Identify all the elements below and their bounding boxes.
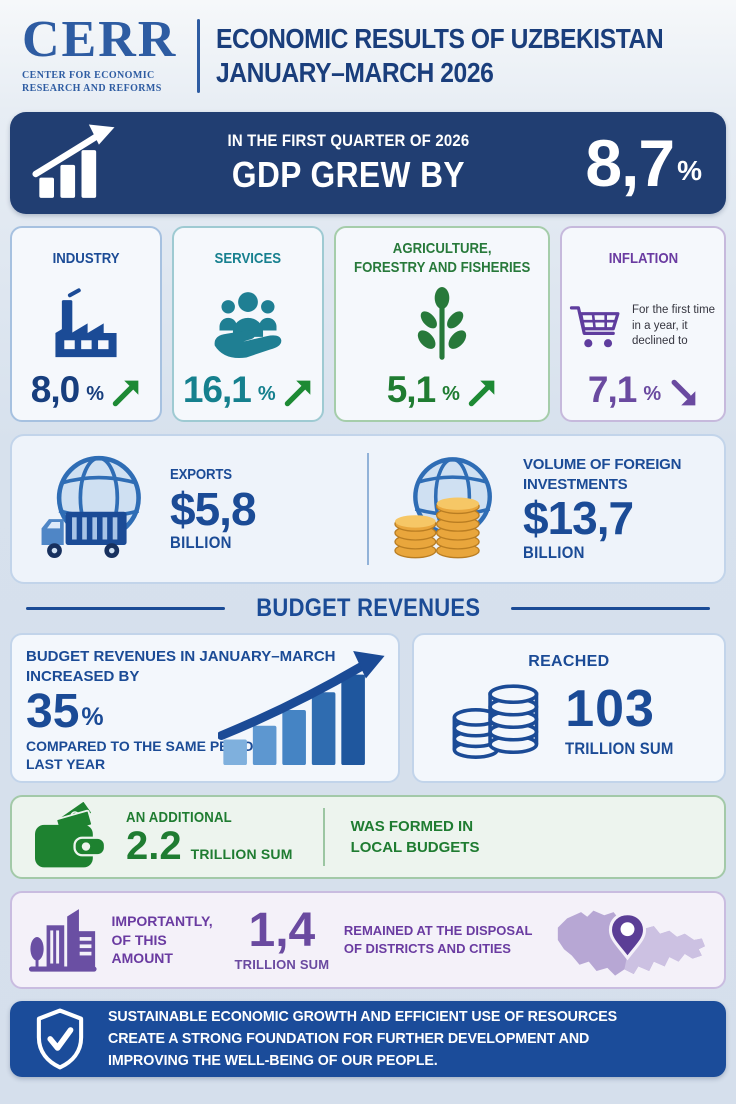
growth-bar-chart-icon [32,124,115,198]
budget-cards-row: BUDGET REVENUES IN JANUARY–MARCH INCREAS… [10,633,726,783]
gdp-banner: IN THE FIRST QUARTER OF 2026 GDP GREW BY… [10,112,726,214]
local-intro: IMPORTANTLY, OF THIS AMOUNT [111,912,213,967]
globe-truck-icon [41,455,141,558]
cerr-logo: CERR CENTER FOR ECONOMIC RESEARCH AND RE… [22,11,178,95]
reached-value: 103 [565,680,655,738]
uzbekistan-map-pin-icon [558,910,706,976]
exports-block: EXPORTS $5,8 BILLION [26,454,359,564]
local-budget-row: IMPORTANTLY, OF THIS AMOUNT 1,4 TRILLION… [10,891,726,989]
globe-coins-icon [394,457,492,559]
trend-up-icon [284,380,311,407]
reached-label: REACHED [528,653,610,670]
trade-divider [367,453,369,565]
footer-banner: SUSTAINABLE ECONOMIC GROWTH AND EFFICIEN… [10,1001,726,1077]
budget-increase-card: BUDGET REVENUES IN JANUARY–MARCH INCREAS… [10,633,400,783]
shield-check-icon [36,1008,84,1070]
page-title: ECONOMIC RESULTS OF UZBEKISTAN JANUARY–M… [215,22,664,88]
shopping-cart-icon [569,305,620,347]
exports-value: $5,8 [170,482,257,535]
local-suffix: REMAINED AT THE DISPOSAL OF DISTRICTS AN… [343,923,533,956]
budget-reached-card: REACHED [411,633,726,783]
logo-subtitle: CENTER FOR ECONOMIC RESEARCH AND REFORMS [22,69,162,94]
local-value: 1,4 [248,904,316,958]
trend-up-icon [112,380,139,407]
gdp-value: 8,7 % [585,125,702,200]
header-divider [197,19,200,93]
industry-card: INDUSTRY 8,0 % [10,226,162,422]
people-in-hand-icon [214,291,282,358]
investments-value: $13,7 [523,492,634,545]
inflation-note: For the first time in a year, it decline… [632,304,716,348]
agriculture-card: AGRICULTURE, FORESTRY AND FISHERIES 5,1 … [333,226,550,422]
sector-cards-row: INDUSTRY 8,0 % [10,226,726,422]
gdp-text: IN THE FIRST QUARTER OF 2026 GDP GREW BY [227,130,470,195]
additional-budget-row: AN ADDITIONAL 2.2 TRILLION SUM WAS FORME… [10,795,726,879]
budget-section-heading: BUDGET REVENUES [26,594,711,623]
investments-label: VOLUME OF FOREIGN INVESTMENTS [523,456,682,493]
coin-stacks-outline-icon [452,684,539,759]
rising-bars-arrow-icon [217,651,385,766]
header: CERR CENTER FOR ECONOMIC RESEARCH AND RE… [0,0,736,108]
plant-icon [417,286,467,360]
increase-suffix: COMPARED TO THE SAME PERIOD LAST YEAR [26,737,264,772]
factory-icon [55,287,117,357]
services-card: SERVICES 16,1 % [171,226,324,422]
trend-up-icon [468,380,495,407]
logo-acronym: CERR [22,11,178,69]
trend-down-icon [671,379,696,406]
additional-suffix: WAS FORMED IN LOCAL BUDGETS [350,818,480,856]
trade-panel: EXPORTS $5,8 BILLION [10,434,726,584]
increase-intro: BUDGET REVENUES IN JANUARY–MARCH INCREAS… [26,648,336,685]
footer-text: SUSTAINABLE ECONOMIC GROWTH AND EFFICIEN… [108,1008,618,1069]
inflation-card: INFLATION For the first time in a year, … [560,226,726,422]
city-buildings-icon [28,909,97,972]
investments-block: VOLUME OF FOREIGN INVESTMENTS $13,7 BILL… [377,454,710,564]
green-divider [322,808,325,866]
wallet-icon [35,802,107,868]
